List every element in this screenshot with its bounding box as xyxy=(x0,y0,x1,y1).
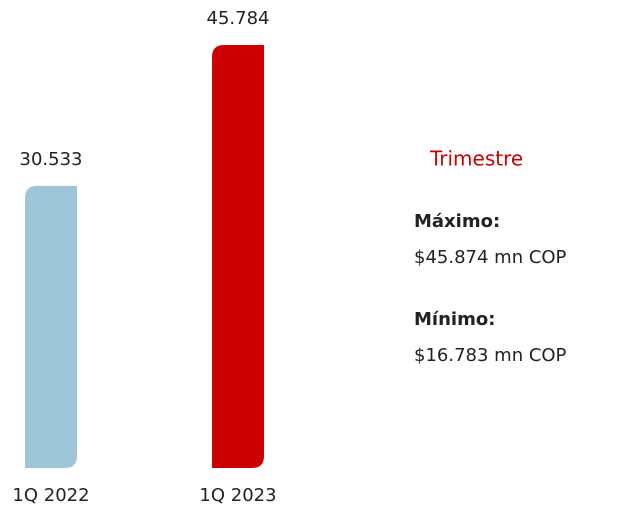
panel-title: Trimestre xyxy=(429,147,523,171)
bar xyxy=(212,44,264,468)
panel-text: $16.783 mn COP xyxy=(414,345,567,366)
panel-label: Mínimo: xyxy=(414,309,495,330)
panel-label: Máximo: xyxy=(414,211,500,232)
panel-text: $45.874 mn COP xyxy=(414,247,567,268)
value-label: 30.533 xyxy=(20,149,83,170)
bar xyxy=(25,185,77,469)
x-tick-label: 1Q 2022 xyxy=(12,485,89,506)
value-label: 45.784 xyxy=(207,8,270,29)
x-tick-label: 1Q 2023 xyxy=(199,485,276,506)
